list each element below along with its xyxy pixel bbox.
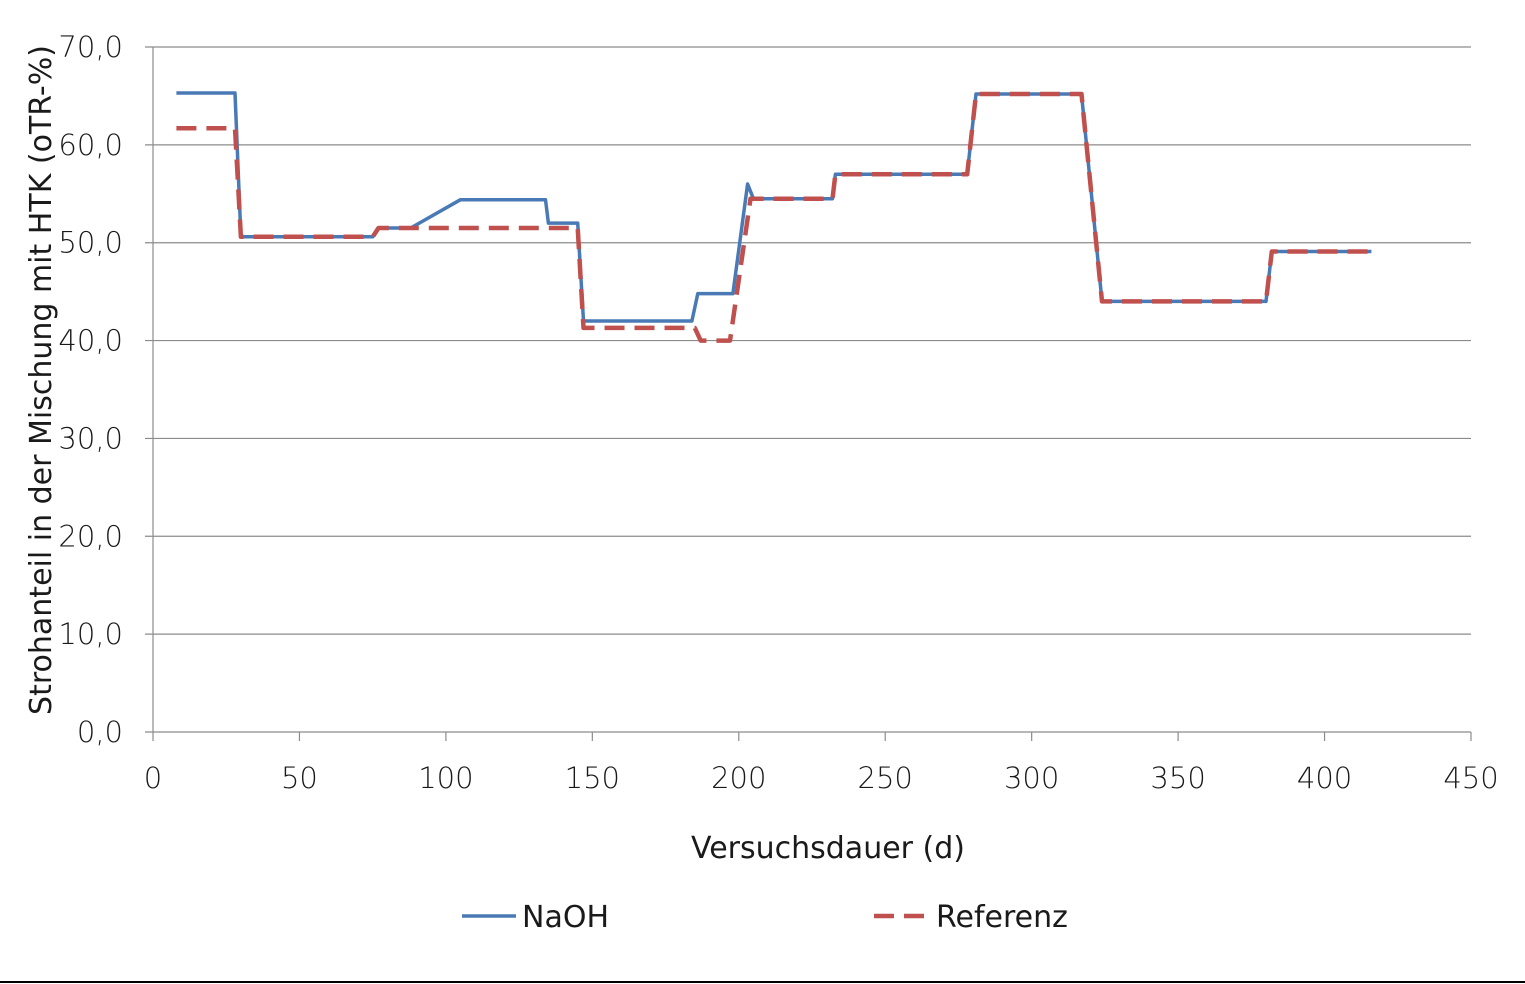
y-tick-label: 10,0	[58, 617, 123, 651]
axis-layer	[152, 47, 1472, 741]
x-tick-label: 400	[1297, 761, 1352, 795]
legend-item-naoh: NaOH	[462, 900, 609, 935]
grid-layer	[145, 46, 1471, 733]
y-tick-label: 50,0	[58, 226, 123, 260]
y-tick-label: 60,0	[58, 128, 123, 162]
x-tick-label: 0	[144, 761, 162, 795]
x-tick-label: 200	[711, 761, 766, 795]
x-axis-title: Versuchsdauer (d)	[691, 831, 965, 866]
y-axis-title: Strohanteil in der Mischung mit HTK (oTR…	[24, 45, 59, 715]
tick-label-layer: 0,0 10,0 20,0 30,0 40,0 50,0 60,0 70,0 0 50 100 150…	[58, 30, 1498, 795]
y-tick-label: 20,0	[58, 519, 123, 553]
legend-label-naoh: NaOH	[522, 900, 609, 935]
x-tick-label: 150	[565, 761, 620, 795]
y-tick-label: 70,0	[58, 30, 123, 64]
x-tick-label: 350	[1150, 761, 1205, 795]
x-tick-label: 50	[281, 761, 318, 795]
y-tick-label: 40,0	[58, 324, 123, 358]
y-tick-label: 0,0	[77, 715, 123, 749]
legend-item-referenz: Referenz	[874, 900, 1068, 935]
x-tick-label: 300	[1004, 761, 1059, 795]
x-tick-label: 250	[858, 761, 913, 795]
x-tick-label: 100	[418, 761, 473, 795]
x-tick-label: 450	[1443, 761, 1498, 795]
legend: NaOH Referenz	[462, 900, 1068, 935]
legend-label-referenz: Referenz	[936, 900, 1068, 935]
y-tick-label: 30,0	[58, 421, 123, 455]
series-line-naoh	[176, 91, 1372, 323]
series-layer	[176, 91, 1372, 343]
bottom-border	[0, 981, 1525, 983]
series-line-referenz	[176, 91, 1372, 343]
